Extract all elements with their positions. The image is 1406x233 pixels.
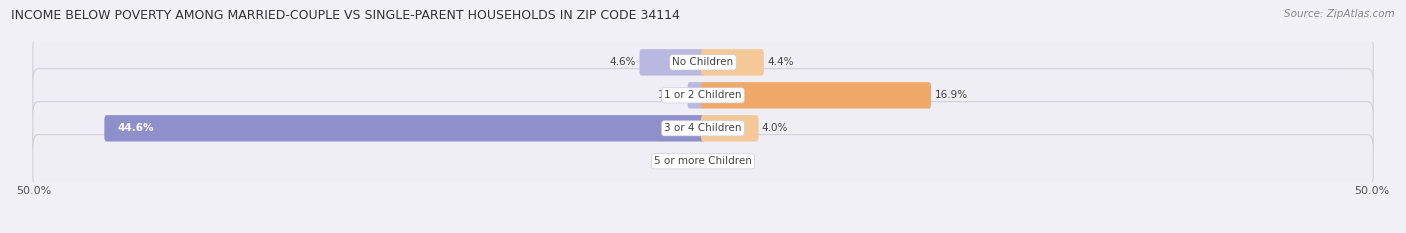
Text: 5 or more Children: 5 or more Children	[654, 156, 752, 166]
FancyBboxPatch shape	[640, 49, 704, 75]
Text: 1 or 2 Children: 1 or 2 Children	[664, 90, 742, 100]
FancyBboxPatch shape	[32, 36, 1374, 89]
Text: No Children: No Children	[672, 57, 734, 67]
Text: 3 or 4 Children: 3 or 4 Children	[664, 123, 742, 133]
Text: 4.4%: 4.4%	[768, 57, 794, 67]
Text: 1.0%: 1.0%	[658, 90, 685, 100]
FancyBboxPatch shape	[702, 115, 758, 141]
Text: 0.0%: 0.0%	[672, 156, 697, 166]
Text: 0.0%: 0.0%	[709, 156, 734, 166]
Text: Source: ZipAtlas.com: Source: ZipAtlas.com	[1284, 9, 1395, 19]
FancyBboxPatch shape	[702, 82, 931, 109]
FancyBboxPatch shape	[32, 135, 1374, 188]
Text: INCOME BELOW POVERTY AMONG MARRIED-COUPLE VS SINGLE-PARENT HOUSEHOLDS IN ZIP COD: INCOME BELOW POVERTY AMONG MARRIED-COUPL…	[11, 9, 681, 22]
Text: 4.6%: 4.6%	[610, 57, 636, 67]
Text: 44.6%: 44.6%	[117, 123, 153, 133]
FancyBboxPatch shape	[104, 115, 704, 141]
FancyBboxPatch shape	[688, 82, 704, 109]
FancyBboxPatch shape	[702, 49, 763, 75]
FancyBboxPatch shape	[32, 102, 1374, 155]
Text: 4.0%: 4.0%	[762, 123, 789, 133]
FancyBboxPatch shape	[32, 69, 1374, 122]
Text: 16.9%: 16.9%	[935, 90, 967, 100]
